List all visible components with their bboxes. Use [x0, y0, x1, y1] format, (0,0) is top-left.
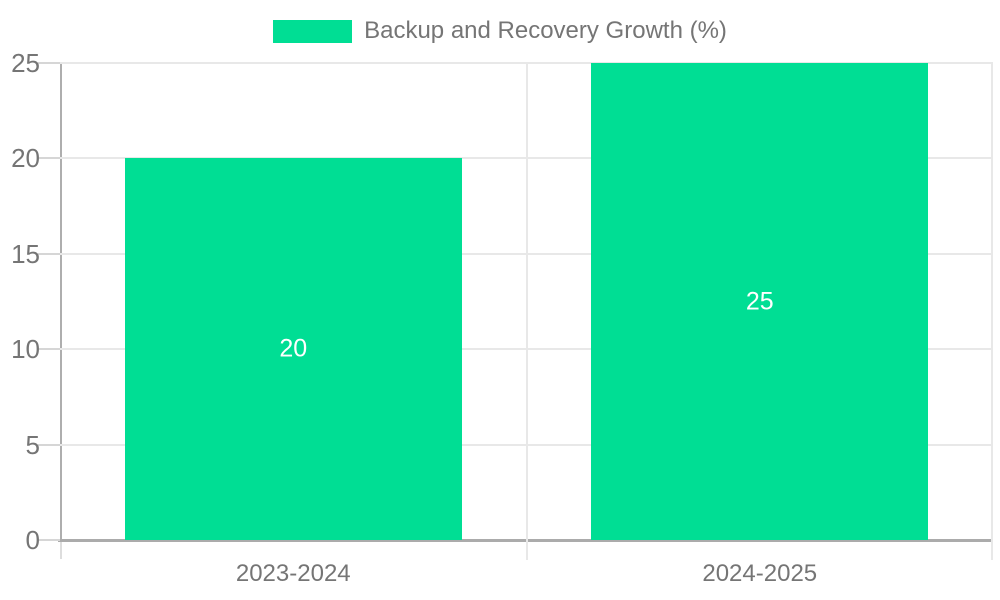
bar-value-label: 20	[279, 334, 308, 363]
bar	[591, 63, 929, 540]
legend-label: Backup and Recovery Growth (%)	[364, 17, 727, 44]
y-axis-tick	[38, 348, 60, 351]
y-axis-tick	[38, 157, 60, 160]
legend[interactable]: Backup and Recovery Growth (%)	[0, 19, 1000, 43]
y-axis-tick	[38, 443, 60, 446]
y-tick-label: 15	[11, 238, 40, 269]
category-divider	[525, 63, 528, 560]
y-tick-label: 5	[25, 429, 40, 460]
y-axis-tick	[38, 252, 60, 255]
x-tick-label: 2023-2024	[235, 560, 351, 587]
plot-right-border	[991, 63, 993, 560]
legend-swatch	[273, 19, 353, 43]
y-axis-bottom-tick	[60, 542, 62, 559]
y-axis-tick	[38, 62, 60, 64]
y-tick-label: 0	[25, 525, 40, 555]
y-axis-tick	[38, 539, 60, 541]
y-tick-label: 25	[11, 48, 40, 78]
y-tick-label: 10	[11, 334, 40, 365]
bar-value-label: 25	[745, 287, 774, 315]
x-tick-label: 2024-2025	[702, 560, 818, 587]
y-axis-line	[60, 63, 62, 540]
y-tick-label: 20	[11, 143, 40, 174]
bar	[124, 158, 462, 540]
